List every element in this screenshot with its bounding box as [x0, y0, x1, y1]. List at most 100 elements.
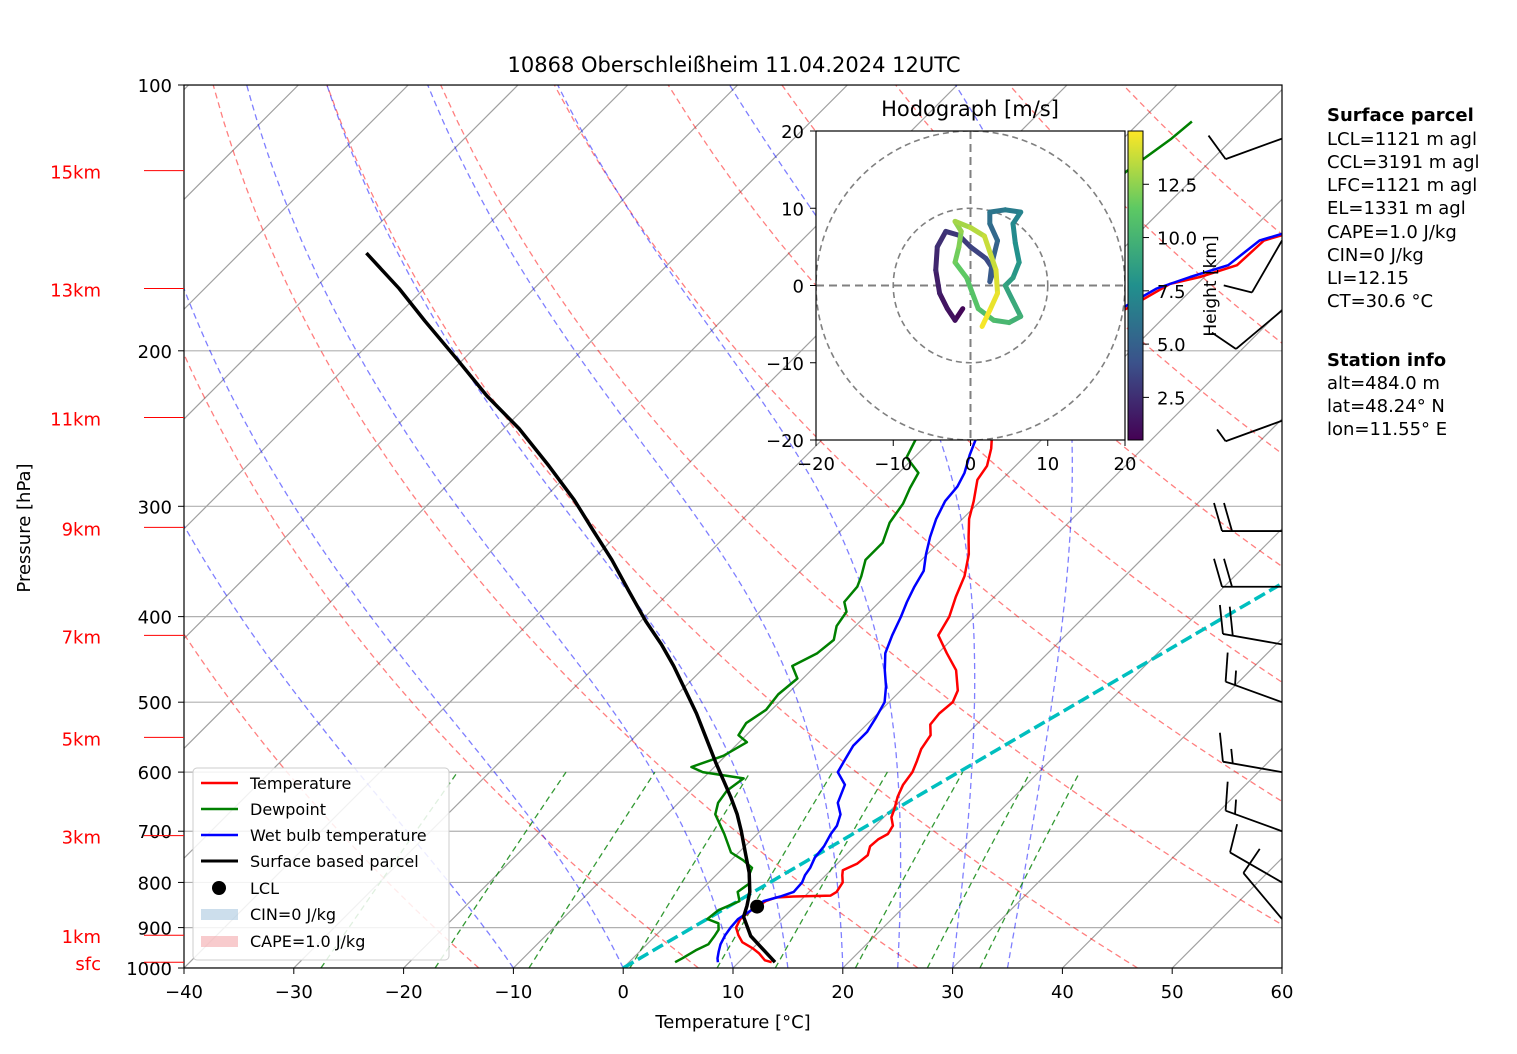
height-label: 9km — [62, 519, 101, 540]
hodograph-title: Hodograph [m/s] — [881, 97, 1059, 121]
x-tick-label: 50 — [1161, 982, 1184, 1003]
legend-box — [192, 767, 450, 961]
wind-barb-staff — [1222, 633, 1283, 646]
y-tick-label: 400 — [138, 608, 172, 629]
mixing-ratio-line — [774, 771, 888, 968]
moist-adiabat — [246, 85, 734, 968]
hodograph-segment — [987, 221, 1001, 244]
surface-parcel-line: CT=30.6 °C — [1327, 291, 1433, 312]
legend-label-parcel: Surface based parcel — [250, 852, 419, 871]
isotherm-line — [842, 527, 1282, 968]
moist-adiabat — [326, 85, 789, 968]
colorbar-tick-label: 5.0 — [1157, 335, 1186, 356]
isotherm-line — [184, 85, 739, 640]
surface-parcel-line: EL=1331 m agl — [1327, 198, 1466, 219]
wind-barb — [1207, 135, 1283, 160]
isotherm-line — [622, 308, 1282, 968]
surface-parcel-title: Surface parcel — [1327, 105, 1474, 126]
height-label: 3km — [62, 828, 101, 849]
parcel-line — [365, 251, 777, 964]
height-label: 1km — [62, 927, 101, 948]
hodograph-segment — [1012, 240, 1022, 265]
y-axis-label: Pressure [hPa] — [14, 463, 35, 592]
hodograph-segment — [1010, 298, 1024, 319]
colorbar-tick-label: 7.5 — [1157, 282, 1186, 303]
wind-barb-flag — [1219, 604, 1224, 635]
hodograph-segment — [968, 244, 989, 261]
hodograph-segment — [952, 259, 970, 281]
hodograph-x-tick-label: 20 — [1114, 454, 1137, 475]
moist-adiabat — [184, 286, 624, 968]
mixing-ratio-line — [629, 771, 751, 968]
height-label: 5km — [62, 729, 101, 750]
hodograph-segment — [979, 307, 993, 329]
legend-swatch-cape — [201, 936, 238, 947]
wind-barb-flag — [1224, 652, 1229, 682]
hodograph-x-tick-label: 0 — [965, 454, 976, 475]
wind-barb — [1242, 848, 1283, 920]
hodograph-plot — [816, 131, 1125, 440]
hodograph-segment — [987, 207, 1008, 215]
axes: −40 −30 −20 −10 0 10 20 30 40 50 60100200300400500… — [126, 76, 1293, 1003]
hodograph-y-tick-label: −10 — [766, 354, 804, 375]
station-info-line: lat=48.24° N — [1327, 396, 1445, 417]
wind-barb-staff — [1229, 851, 1283, 884]
hodograph-segment — [1002, 283, 1016, 304]
x-tick-label: 40 — [1051, 982, 1074, 1003]
isotherm-line — [184, 85, 848, 750]
x-tick-label: −20 — [385, 982, 423, 1003]
temperature-line — [734, 233, 1282, 964]
surface-parcel-line: CIN=0 J/kg — [1327, 245, 1424, 266]
wind-barb-flag — [1213, 502, 1223, 532]
colorbar-ticks: 2.5 5.0 7.5 10.0 12.5 — [1143, 175, 1197, 409]
x-tick-label: 0 — [617, 982, 628, 1003]
dry-adiabat — [895, 85, 1282, 455]
hodograph-axes: −20−20 −10 −10 0 0 10 10 20 20 — [766, 122, 1136, 475]
wind-barb-staff — [1242, 872, 1283, 920]
wind-barb-flag — [1216, 428, 1227, 442]
hodograph-segment — [956, 228, 964, 250]
isotherm-line — [952, 637, 1282, 968]
hodograph-segment — [991, 317, 1012, 326]
isotherm-line — [184, 85, 519, 420]
isotherm-line — [1061, 747, 1282, 968]
x-tick-label: −10 — [494, 982, 532, 1003]
wind-barb-flag — [1223, 558, 1233, 587]
y-tick-label: 300 — [138, 497, 172, 518]
y-tick-label: 200 — [138, 342, 172, 363]
info-panel: Surface parcel LCL=1121 m agl CCL=3191 m… — [1327, 105, 1480, 440]
wind-barb-flag — [1234, 799, 1237, 815]
moist-adiabat — [184, 524, 514, 968]
y-tick-label: 900 — [138, 919, 172, 940]
hodograph-segment — [1010, 221, 1018, 246]
wind-barb — [1229, 823, 1283, 884]
height-label: 11km — [50, 410, 101, 431]
hodograph-segment — [934, 228, 949, 250]
y-tick-label: 100 — [138, 76, 172, 97]
x-tick-label: 30 — [941, 982, 964, 1003]
height-label: sfc — [75, 954, 101, 975]
reference-line — [622, 581, 1282, 968]
colorbar — [1127, 130, 1144, 441]
hodograph-segment — [987, 290, 1001, 313]
wind-barb-staff — [1251, 240, 1283, 293]
wind-barbs — [1207, 135, 1283, 920]
legend-label-lcl: LCL — [250, 879, 279, 898]
wind-barb-flag — [1230, 748, 1234, 764]
height-label: 13km — [50, 280, 101, 301]
x-tick-label: 10 — [722, 982, 745, 1003]
wind-barb-flag — [1207, 135, 1227, 160]
isotherm-line — [512, 198, 1282, 968]
colorbar-tick-label: 2.5 — [1157, 388, 1186, 409]
wind-barb-flag — [1213, 558, 1223, 587]
hodograph-segment — [952, 218, 973, 231]
legend-label-temperature: Temperature — [249, 774, 351, 793]
legend-swatch-cin — [201, 909, 238, 920]
wind-barb-flag — [1224, 781, 1229, 811]
legend-label-wetbulb: Wet bulb temperature — [250, 826, 427, 845]
hodograph-segment — [987, 259, 995, 285]
wind-barb — [1219, 732, 1283, 773]
dry-adiabat — [326, 85, 1138, 968]
hodograph-segment — [968, 225, 987, 239]
